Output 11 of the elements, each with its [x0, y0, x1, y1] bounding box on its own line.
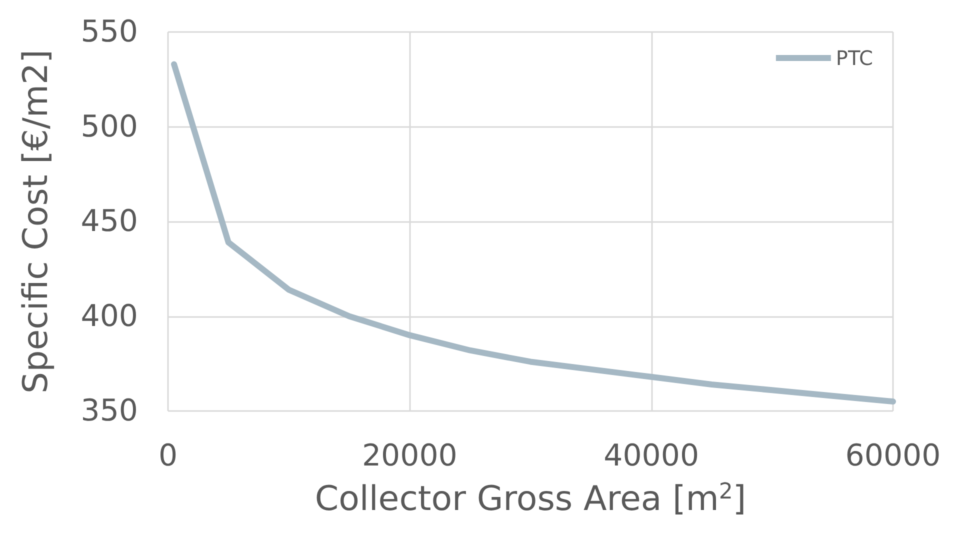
x-tick-label: 0 [158, 438, 178, 474]
y-tick-label: 450 [80, 204, 138, 239]
x-tick-label: 20000 [362, 438, 458, 474]
x-tick-label: 60000 [845, 438, 941, 474]
y-axis-title: Specific Cost [€/m2] [16, 50, 56, 394]
y-tick-label: 550 [80, 14, 138, 50]
x-tick-label: 40000 [604, 438, 700, 474]
legend-label: PTC [836, 46, 874, 70]
y-tick-label: 500 [80, 109, 138, 144]
y-tick-label: 350 [80, 394, 138, 428]
y-tick-label: 400 [80, 298, 138, 334]
